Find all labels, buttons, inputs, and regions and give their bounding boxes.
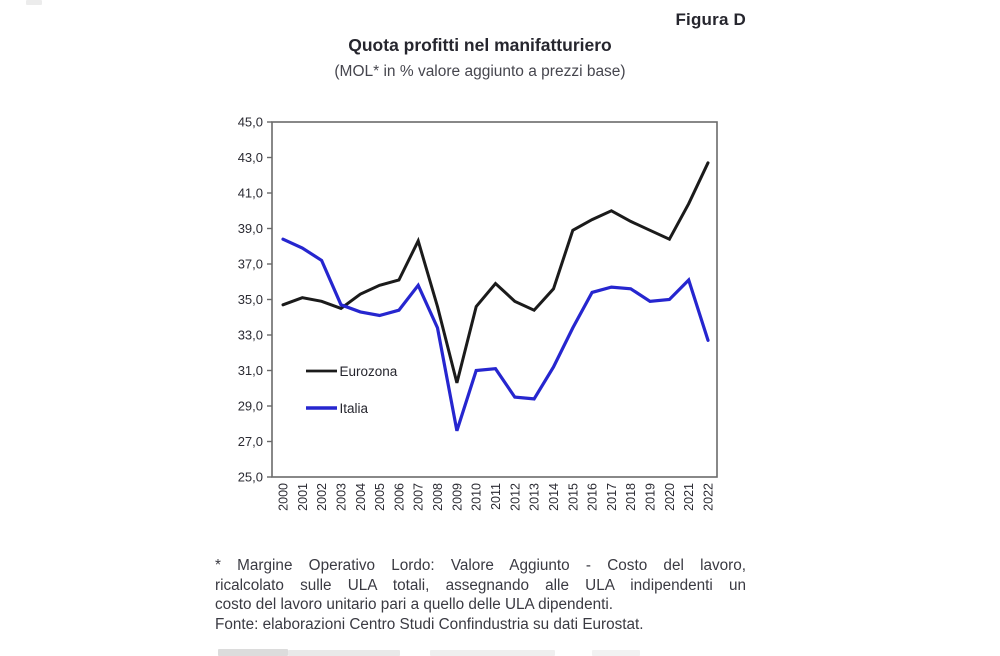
y-axis-label: 45,0: [238, 115, 263, 130]
series-line-eurozona: [281, 161, 710, 384]
figure-label: Figura D: [675, 10, 746, 29]
y-axis-label: 37,0: [238, 257, 263, 272]
x-axis-label: 2000: [277, 483, 291, 511]
y-axis-label: 33,0: [238, 328, 263, 343]
x-axis-label: 2013: [528, 483, 542, 511]
x-axis-label: 2021: [682, 483, 696, 511]
x-axis-label: 2022: [702, 483, 716, 511]
footnote-line-2: ricalcolato sulle ULA totali, assegnando…: [215, 576, 746, 594]
x-axis-label: 2005: [373, 483, 387, 511]
x-axis-label: 2008: [431, 483, 445, 511]
footnote-line-1: * Margine Operativo Lordo: Valore Aggiun…: [215, 557, 746, 574]
y-axis-label: 41,0: [238, 186, 263, 201]
x-axis-label: 2012: [508, 483, 522, 511]
footnote-line-4: Fonte: elaborazioni Centro Studi Confind…: [215, 615, 644, 633]
y-axis-label: 31,0: [238, 363, 263, 378]
legend-label-eurozona: Eurozona: [340, 364, 398, 379]
chart-title: Quota profitti nel manifatturiero: [348, 35, 612, 55]
x-axis-label: 2015: [566, 483, 580, 511]
x-axis-label: 2014: [547, 483, 561, 511]
y-axis-label: 27,0: [238, 434, 263, 449]
chart-subtitle: (MOL* in % valore aggiunto a prezzi base…: [334, 63, 626, 80]
x-axis-label: 2019: [644, 483, 658, 511]
scan-artifact: [26, 0, 42, 5]
x-axis-label: 2007: [412, 483, 426, 511]
footnote: * Margine Operativo Lordo: Valore Aggiun…: [215, 556, 746, 634]
y-axis-label: 43,0: [238, 150, 263, 165]
x-axis-label: 2018: [624, 483, 638, 511]
y-axis-label: 25,0: [238, 470, 263, 485]
y-axis-label: 35,0: [238, 292, 263, 307]
y-axis-label: 39,0: [238, 221, 263, 236]
x-axis-label: 2010: [470, 483, 484, 511]
scan-artifact: [430, 650, 555, 656]
x-axis-label: 2004: [354, 483, 368, 511]
x-axis-label: 2009: [450, 483, 464, 511]
x-axis-label: 2016: [586, 483, 600, 511]
x-axis-label: 2002: [315, 483, 329, 511]
x-axis-label: 2020: [663, 483, 677, 511]
scan-artifact: [218, 649, 288, 656]
legend-label-italia: Italia: [340, 401, 369, 416]
x-axis-label: 2017: [605, 483, 619, 511]
y-axis-label: 29,0: [238, 399, 263, 414]
scan-artifact: [288, 650, 400, 656]
footnote-line-3: costo del lavoro unitario pari a quello …: [215, 596, 613, 614]
scan-artifact: [592, 650, 640, 656]
x-axis-label: 2011: [489, 483, 503, 510]
x-axis-label: 2003: [334, 483, 348, 511]
x-axis-label: 2006: [392, 483, 406, 511]
x-axis-label: 2001: [296, 483, 310, 511]
line-chart: 45,0 43,0 41,0 39,0 37,0 35,0 33,0 31,0 29,0 27,0…: [238, 115, 718, 511]
series-line-italia: [281, 237, 710, 432]
